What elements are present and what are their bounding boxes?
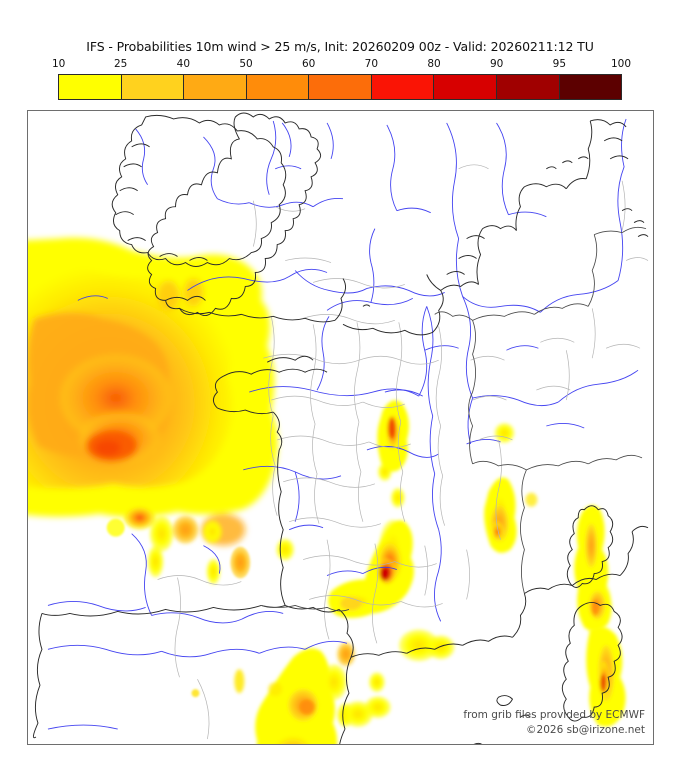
- colorbar-segment-5: [371, 75, 435, 99]
- colorbar-tick-80: 80: [427, 58, 441, 70]
- probability-field: [28, 237, 626, 744]
- field-bay-of-biscay: [28, 237, 278, 546]
- rivers-layer: [47, 118, 639, 730]
- colorbar-segment-0: [59, 75, 122, 99]
- colorbar-tick-40: 40: [176, 58, 191, 70]
- colorbar-segment-4: [309, 75, 372, 99]
- colorbar: 10 25 40 50 60 70 80 90 95 100: [52, 58, 631, 100]
- colorbar-tick-10: 10: [51, 58, 66, 70]
- colorbar-tick-50: 50: [239, 58, 253, 70]
- field-cevennes-rhone: [328, 519, 455, 662]
- colorbar-tick-100: 100: [610, 58, 632, 70]
- colorbar-segments: [58, 74, 622, 100]
- colorbar-segment-7: [496, 75, 560, 99]
- map-credits: from grib files provided by ECMWF ©2026 …: [463, 708, 645, 738]
- country-borders-layer: [261, 226, 647, 612]
- colorbar-segment-3: [246, 75, 310, 99]
- map-canvas: [28, 112, 649, 744]
- colorbar-tick-70: 70: [364, 58, 379, 70]
- colorbar-tick-25: 25: [113, 58, 128, 70]
- field-provence: [484, 423, 538, 553]
- credit-copyright: ©2026 sb@irizone.net: [526, 724, 645, 736]
- colorbar-ticks: 10 25 40 50 60 70 80 90 95 100: [52, 58, 631, 74]
- page-title: IFS - Probabilities 10m wind > 25 m/s, I…: [86, 39, 594, 54]
- field-cantabrian: [123, 505, 295, 585]
- colorbar-tick-60: 60: [301, 58, 316, 70]
- map-panel[interactable]: from grib files provided by ECMWF ©2026 …: [27, 110, 654, 745]
- field-iberia-cells: [106, 518, 251, 698]
- field-sardinia: [586, 626, 626, 727]
- colorbar-tick-95: 95: [552, 58, 567, 70]
- admin-boundaries-layer: [157, 164, 649, 740]
- field-pyrenees: [337, 642, 391, 728]
- field-corsica: [574, 505, 612, 632]
- field-massif-central: [377, 400, 410, 508]
- colorbar-tick-90: 90: [489, 58, 504, 70]
- colorbar-segment-8: [559, 75, 622, 99]
- coastlines-layer: [32, 112, 649, 744]
- colorbar-segment-1: [121, 75, 185, 99]
- credit-source: from grib files provided by ECMWF: [463, 709, 645, 721]
- field-catalonia: [234, 648, 353, 744]
- colorbar-segment-2: [184, 75, 247, 99]
- colorbar-segment-6: [434, 75, 497, 99]
